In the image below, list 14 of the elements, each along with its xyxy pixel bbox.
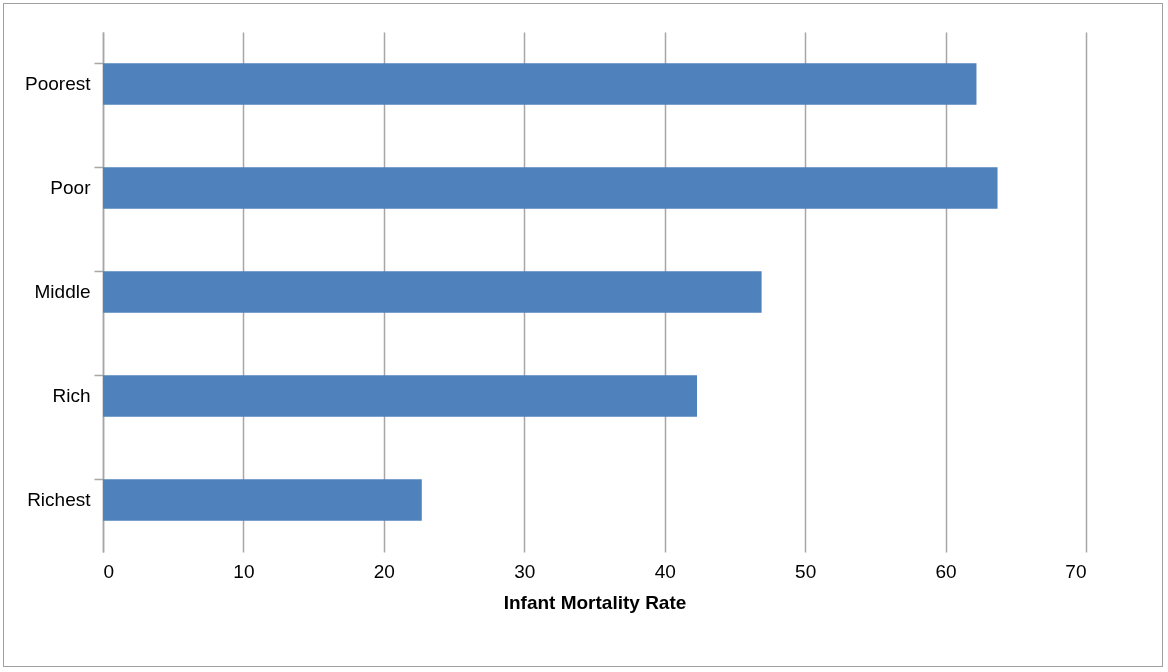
y-tick-label: Rich xyxy=(52,385,91,406)
x-tick-label: 30 xyxy=(514,560,536,582)
x-tick-label: 20 xyxy=(373,560,395,582)
x-tick-label: 0 xyxy=(103,560,115,582)
x-tick-label: 70 xyxy=(1065,560,1087,582)
y-tick-label: Poor xyxy=(50,177,92,198)
x-tick-label: 10 xyxy=(233,560,255,582)
x-tick-label: 40 xyxy=(654,560,676,582)
y-tick-label: Middle xyxy=(34,281,91,302)
x-tick-label: 60 xyxy=(935,560,957,582)
x-tick-label: 50 xyxy=(795,560,817,582)
y-tick-label: Richest xyxy=(27,489,92,510)
x-axis-title: Infant Mortality Rate xyxy=(503,591,687,613)
y-tick-label: Poorest xyxy=(25,73,92,94)
